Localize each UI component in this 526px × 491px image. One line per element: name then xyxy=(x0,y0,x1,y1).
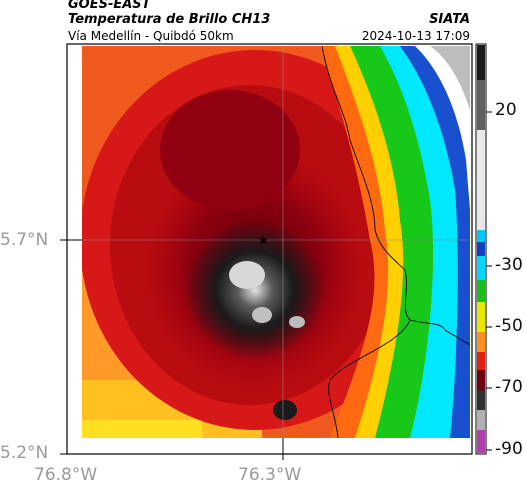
satellite-title: GOES-EAST xyxy=(68,0,151,12)
region-subtitle: Vía Medellín - Quibdó 50km xyxy=(68,29,234,43)
colorbar-tick-minus30: -30 xyxy=(495,255,523,275)
org-label: SIATA xyxy=(429,12,470,27)
colorbar xyxy=(475,43,492,455)
datetime-label: 2024-10-13 17:09 xyxy=(361,29,470,43)
x-label-center: 76.3°W xyxy=(238,465,302,485)
colorbar-tick-minus90: -90 xyxy=(495,439,523,459)
colorbar-tick-minus50: -50 xyxy=(495,316,523,336)
city-star-icon: ★ xyxy=(258,233,269,247)
colorbar-tick-minus70: -70 xyxy=(495,377,523,397)
colorbar-tick-20: 20 xyxy=(495,100,517,120)
y-label-top: 5.7°N xyxy=(0,230,49,250)
product-title: Temperatura de Brillo CH13 xyxy=(68,12,271,27)
y-label-bottom: 5.2°N xyxy=(0,443,49,463)
x-label-left: 76.8°W xyxy=(34,465,98,485)
